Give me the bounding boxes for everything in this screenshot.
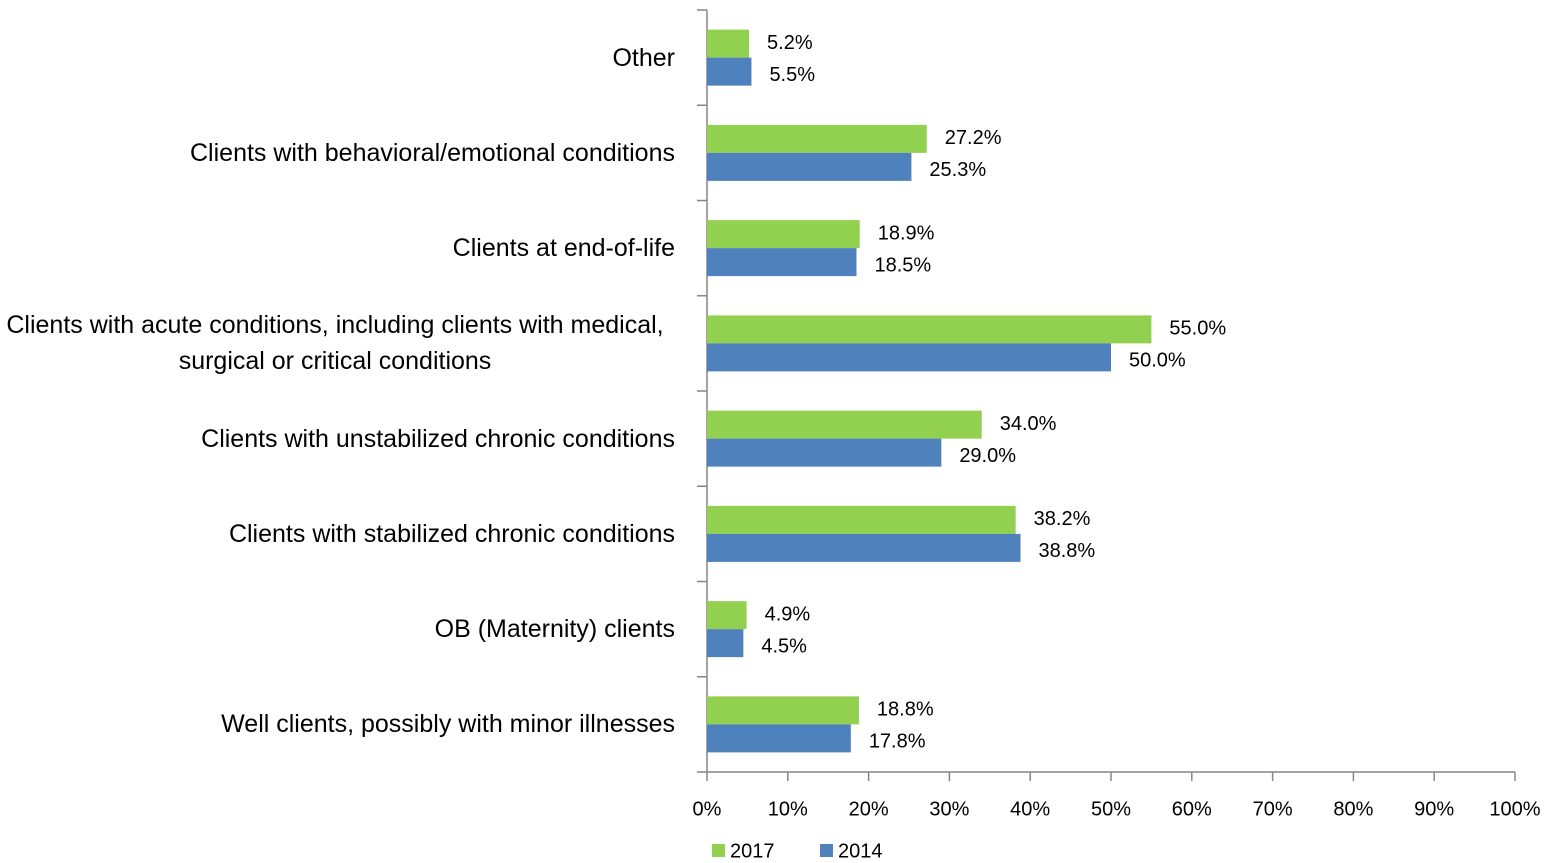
bar [707, 343, 1111, 372]
legend-swatch [712, 844, 725, 857]
value-label: 18.8% [877, 699, 934, 721]
value-label: 4.9% [765, 603, 811, 625]
bar [707, 601, 747, 630]
value-label: 38.2% [1034, 508, 1091, 530]
x-tick-label: 50% [1091, 798, 1131, 820]
value-label: 25.3% [929, 159, 986, 181]
category-label: OB (Maternity) clients [0, 611, 675, 647]
bar [707, 315, 1152, 344]
category-text: Clients at end-of-life [452, 234, 675, 263]
legend-label: 2017 [730, 840, 775, 862]
value-label: 34.0% [1000, 413, 1057, 435]
bar [707, 629, 744, 658]
x-tick-label: 10% [768, 798, 808, 820]
bar [707, 220, 860, 249]
bar [707, 724, 851, 753]
bar [707, 124, 927, 153]
value-label: 38.8% [1039, 540, 1096, 562]
legend-label: 2014 [838, 840, 883, 862]
category-text: Clients with acute conditions, including… [6, 311, 664, 376]
category-label: Well clients, possibly with minor illnes… [0, 706, 675, 742]
value-label: 55.0% [1169, 318, 1226, 340]
category-label: Clients at end-of-life [0, 230, 675, 266]
value-label: 27.2% [945, 127, 1002, 149]
x-tick-label: 60% [1172, 798, 1212, 820]
value-label: 18.5% [874, 254, 931, 276]
category-label: Clients with behavioral/emotional condit… [0, 135, 675, 171]
bar [707, 29, 750, 58]
category-label: Other [0, 40, 675, 76]
bar [707, 57, 752, 86]
x-tick-label: 80% [1333, 798, 1373, 820]
value-label: 18.9% [878, 222, 935, 244]
x-tick-label: 40% [1010, 798, 1050, 820]
bar [707, 696, 859, 725]
category-label: Clients with stabilized chronic conditio… [0, 516, 675, 552]
x-tick-label: 30% [929, 798, 969, 820]
category-label: Clients with acute conditions, including… [0, 307, 675, 379]
value-label: 4.5% [761, 635, 807, 657]
bar [707, 438, 942, 467]
bar [707, 505, 1016, 534]
category-text: Other [612, 43, 675, 72]
bar [707, 410, 982, 439]
category-text: Clients with unstabilized chronic condit… [201, 424, 675, 453]
legend-swatch [820, 844, 833, 857]
category-text: Clients with stabilized chronic conditio… [228, 519, 675, 548]
bar [707, 533, 1021, 562]
category-text: OB (Maternity) clients [434, 615, 675, 644]
value-label: 17.8% [869, 731, 926, 753]
category-text: Clients with behavioral/emotional condit… [190, 138, 675, 167]
bar [707, 152, 912, 181]
bar [707, 248, 857, 277]
x-tick-label: 90% [1414, 798, 1454, 820]
category-text: Well clients, possibly with minor illnes… [221, 710, 675, 739]
value-label: 5.2% [767, 32, 813, 54]
category-label: Clients with unstabilized chronic condit… [0, 421, 675, 457]
x-tick-label: 70% [1253, 798, 1293, 820]
x-tick-label: 100% [1489, 798, 1540, 820]
value-label: 29.0% [959, 445, 1016, 467]
value-label: 5.5% [769, 64, 815, 86]
x-tick-label: 20% [849, 798, 889, 820]
x-tick-label: 0% [693, 798, 722, 820]
value-label: 50.0% [1129, 350, 1186, 372]
